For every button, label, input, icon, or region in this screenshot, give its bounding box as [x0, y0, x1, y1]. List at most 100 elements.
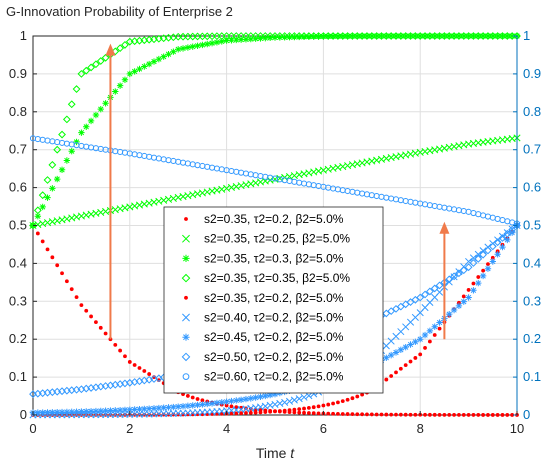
data-point: [411, 295, 420, 304]
data-point: [234, 405, 239, 410]
data-point: [223, 37, 230, 44]
data-point: [68, 148, 75, 155]
data-point: [233, 36, 240, 44]
data-point: [169, 409, 177, 417]
data-point: [368, 32, 375, 40]
legend-entry-7: s2=0.45, τ2=0.2, β2=5.0%: [182, 330, 344, 344]
data-point: [63, 408, 71, 416]
data-point: [282, 408, 287, 413]
data-point: [494, 32, 501, 40]
data-point: [208, 39, 216, 47]
data-point: [465, 208, 472, 215]
data-point: [94, 320, 98, 325]
data-point: [374, 412, 379, 417]
data-point: [461, 294, 466, 299]
data-point: [223, 398, 230, 405]
data-point: [349, 188, 356, 195]
data-point: [397, 346, 405, 354]
data-point: [204, 40, 211, 48]
data-point: [87, 408, 95, 415]
data-point: [412, 338, 419, 346]
left-tick-label: 0.2: [9, 331, 27, 346]
data-point: [457, 413, 461, 417]
data-point: [358, 32, 366, 40]
data-point: [165, 157, 172, 164]
data-point: [204, 163, 211, 170]
data-point: [136, 152, 143, 159]
data-point: [103, 331, 108, 336]
data-point: [475, 32, 482, 40]
data-point: [239, 411, 244, 416]
data-point: [484, 213, 492, 220]
data-point: [387, 32, 395, 40]
data-point: [334, 33, 342, 40]
data-point: [498, 234, 507, 242]
data-point: [247, 395, 254, 402]
data-point: [421, 32, 429, 40]
legend-label: s2=0.35, τ2=0.2, β2=5.0%: [204, 212, 344, 226]
data-point: [74, 295, 79, 300]
data-point: [461, 413, 466, 417]
data-point: [392, 32, 400, 40]
data-point: [417, 32, 424, 40]
data-point: [383, 32, 390, 40]
data-point: [262, 34, 269, 42]
x-axis-label: Time t: [256, 445, 295, 461]
x-tick-label: 0: [29, 421, 36, 436]
data-point: [500, 413, 505, 417]
data-point: [407, 198, 414, 205]
data-point: [412, 32, 419, 40]
data-point: [426, 32, 434, 40]
legend-label: s2=0.35, τ2=0.3, β2=5.0%: [204, 251, 344, 265]
data-point: [488, 242, 497, 251]
data-point: [281, 398, 289, 406]
data-point: [169, 194, 177, 202]
data-point: [388, 195, 395, 202]
data-point: [112, 88, 119, 95]
data-point: [136, 65, 143, 73]
data-point: [305, 33, 313, 40]
data-point: [421, 201, 429, 208]
data-point: [248, 410, 253, 415]
data-point: [413, 356, 418, 360]
data-point: [184, 402, 192, 410]
data-point: [179, 403, 187, 410]
data-point: [359, 190, 366, 197]
data-point: [437, 326, 442, 331]
data-point: [233, 168, 240, 175]
data-point: [208, 400, 216, 407]
data-point: [345, 397, 350, 402]
data-point: [398, 412, 403, 417]
data-point: [363, 158, 371, 166]
data-point: [121, 406, 129, 414]
data-point: [39, 409, 46, 416]
data-point: [436, 32, 443, 40]
data-point: [354, 32, 361, 40]
data-point: [450, 306, 458, 314]
data-point: [340, 412, 345, 416]
data-point: [96, 57, 105, 65]
data-point: [219, 411, 224, 416]
data-point: [200, 398, 205, 403]
data-point: [175, 403, 182, 410]
data-point: [67, 100, 76, 109]
data-point: [257, 35, 264, 42]
data-point: [92, 60, 100, 69]
data-point: [451, 206, 458, 213]
left-tick-label: 0.7: [9, 142, 27, 157]
data-point: [263, 410, 268, 414]
data-point: [442, 412, 447, 417]
data-point: [77, 69, 86, 78]
data-point: [291, 33, 298, 41]
data-point: [292, 407, 297, 412]
data-point: [113, 342, 118, 347]
data-point: [189, 43, 196, 50]
data-point: [83, 123, 90, 130]
data-point: [252, 394, 259, 401]
data-point: [360, 412, 365, 417]
data-point: [34, 213, 42, 220]
data-point: [350, 412, 355, 417]
legend-marker: [181, 273, 191, 283]
legend-label: s2=0.45, τ2=0.2, β2=5.0%: [204, 330, 344, 344]
